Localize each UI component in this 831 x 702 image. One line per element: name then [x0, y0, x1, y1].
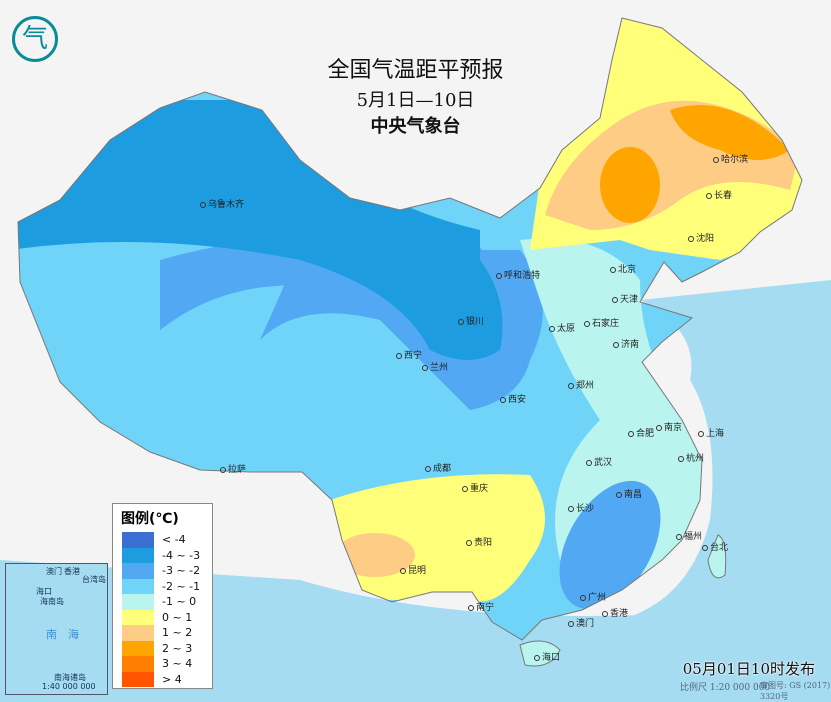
city-label: 昆明	[400, 563, 426, 576]
city-label: 南昌	[616, 487, 642, 500]
city-label: 南宁	[468, 600, 494, 613]
legend-item: < -4	[122, 532, 212, 548]
city-label: 济南	[613, 337, 639, 350]
legend-item: 3 ~ 4	[122, 656, 212, 672]
city-label: 天津	[612, 292, 638, 305]
legend-swatch	[122, 609, 154, 625]
legend-label: > 4	[162, 672, 182, 686]
legend-swatch	[122, 625, 154, 641]
inset-label: 南	[46, 628, 57, 641]
city-label: 广州	[580, 590, 606, 603]
city-label: 银川	[458, 314, 484, 327]
city-label: 重庆	[462, 481, 488, 494]
legend-swatch	[122, 671, 154, 687]
city-label: 南京	[656, 420, 682, 433]
city-label: 杭州	[678, 451, 704, 464]
city-label: 西安	[500, 392, 526, 405]
inset-label: 台湾岛	[82, 575, 106, 584]
inset-label: 澳门	[46, 567, 62, 576]
legend-label: -4 ~ -3	[162, 548, 201, 562]
legend-swatch	[122, 656, 154, 672]
legend-title: 图例(℃)	[121, 511, 179, 527]
city-label: 海口	[534, 650, 560, 663]
legend-swatch	[122, 547, 154, 563]
city-label: 香港	[602, 606, 628, 619]
map-scale: 比例尺 1:20 000 000	[680, 683, 771, 693]
city-label: 成都	[425, 461, 451, 474]
city-label: 拉萨	[220, 462, 246, 475]
legend-item: -1 ~ 0	[122, 594, 212, 610]
legend-label: 3 ~ 4	[162, 657, 193, 671]
city-label: 兰州	[422, 360, 448, 373]
inset-label: 南海诸岛	[54, 673, 86, 682]
city-label: 长春	[706, 188, 732, 201]
city-label: 太原	[549, 321, 575, 334]
legend-label: 2 ~ 3	[162, 641, 193, 655]
legend-item: 2 ~ 3	[122, 640, 212, 656]
inset-scale: 1:40 000 000	[42, 682, 96, 691]
city-label: 澳门	[568, 616, 594, 629]
city-label: 北京	[610, 262, 636, 275]
city-label: 西宁	[396, 348, 422, 361]
city-label: 台北	[702, 540, 728, 553]
city-label: 上海	[698, 426, 724, 439]
approval-number: 审图号: GS (2017) 3320号	[760, 681, 831, 701]
city-label: 武汉	[586, 455, 612, 468]
city-label: 石家庄	[584, 316, 619, 329]
zone-2-3-inner-mongolia	[600, 147, 660, 223]
legend-label: 0 ~ 1	[162, 610, 193, 624]
legend-item: -2 ~ -1	[122, 578, 212, 594]
map-title: 全国气温距平预报	[327, 58, 504, 83]
legend-swatch	[122, 578, 154, 594]
issuer: 中央气象台	[370, 116, 461, 137]
city-label: 乌鲁木齐	[200, 197, 244, 210]
legend-label: 1 ~ 2	[162, 626, 193, 640]
inset-label: 海南岛	[40, 597, 64, 606]
legend-item: -3 ~ -2	[122, 563, 212, 579]
legend-item: 0 ~ 1	[122, 609, 212, 625]
legend-label: -2 ~ -1	[162, 579, 201, 593]
zone-1-2-yunnan	[335, 533, 415, 577]
city-label: 哈尔滨	[713, 152, 748, 165]
legend-item: -4 ~ -3	[122, 547, 212, 563]
cma-logo: 气	[12, 16, 58, 62]
legend-item: > 4	[122, 671, 212, 687]
city-label: 呼和浩特	[496, 268, 540, 281]
city-label: 长沙	[568, 501, 594, 514]
city-label: 合肥	[628, 426, 654, 439]
zone-minus4-minus3	[18, 100, 503, 360]
south-china-sea-inset: 澳门 香港 台湾岛 海口 海南岛 南 海 南海诸岛 1:40 000 000	[5, 563, 108, 695]
legend-swatch	[122, 594, 154, 610]
legend-label: < -4	[162, 533, 186, 547]
legend-label: -1 ~ 0	[162, 595, 197, 609]
legend-swatch	[122, 532, 154, 548]
legend-swatch	[122, 563, 154, 579]
city-label: 贵阳	[466, 535, 492, 548]
legend-item: 1 ~ 2	[122, 625, 212, 641]
forecast-period: 5月1日—10日	[356, 90, 475, 111]
sea-east	[620, 280, 831, 697]
issue-time: 05月01日10时发布	[682, 660, 815, 678]
legend-swatch	[122, 640, 154, 656]
city-label: 郑州	[568, 378, 594, 391]
zone-2-3-heilongjiang	[670, 105, 790, 160]
legend-label: -3 ~ -2	[162, 564, 201, 578]
inset-label: 香港	[64, 567, 80, 576]
city-label: 沈阳	[688, 231, 714, 244]
city-label: 福州	[676, 529, 702, 542]
inset-label: 海	[68, 628, 79, 641]
inset-label: 海口	[36, 587, 52, 596]
